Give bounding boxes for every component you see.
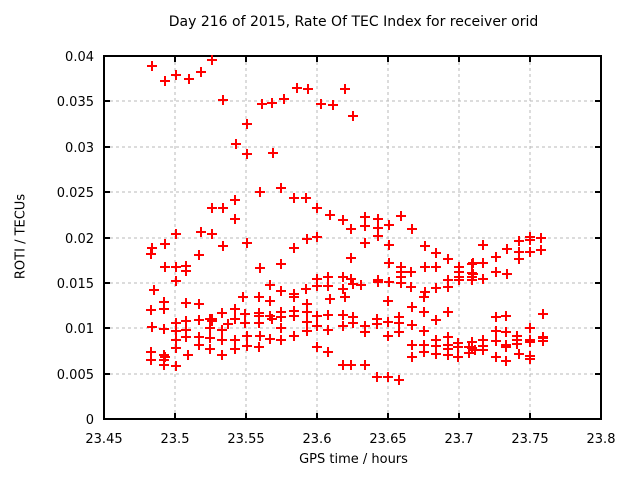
- x-tick-label: 23.7: [445, 432, 474, 447]
- x-tick-label: 23.45: [85, 432, 122, 447]
- x-tick-label: 23.75: [511, 432, 548, 447]
- data-points: [146, 55, 548, 385]
- y-tick-label: 0.04: [65, 50, 94, 65]
- x-axis-label: GPS time / hours: [299, 452, 408, 467]
- y-tick-label: 0: [86, 413, 94, 428]
- y-tick-label: 0.02: [65, 232, 94, 247]
- y-tick-label: 0.01: [65, 322, 94, 337]
- x-tick-label: 23.6: [303, 432, 332, 447]
- x-tick-label: 23.8: [587, 432, 616, 447]
- x-tick-label: 23.55: [227, 432, 264, 447]
- y-tick-label: 0.025: [57, 186, 94, 201]
- y-tick-label: 0.035: [57, 95, 94, 110]
- plot-border: [103, 55, 602, 420]
- chart-title: Day 216 of 2015, Rate Of TEC Index for r…: [168, 14, 539, 30]
- y-tick-label: 0.005: [57, 368, 94, 383]
- x-tick-label: 23.5: [161, 432, 190, 447]
- y-axis-label: ROTI / TECUs: [13, 193, 29, 280]
- y-tick-label: 0.03: [65, 141, 94, 156]
- x-tick-label: 23.65: [369, 432, 406, 447]
- y-tick-label: 0.015: [57, 277, 94, 292]
